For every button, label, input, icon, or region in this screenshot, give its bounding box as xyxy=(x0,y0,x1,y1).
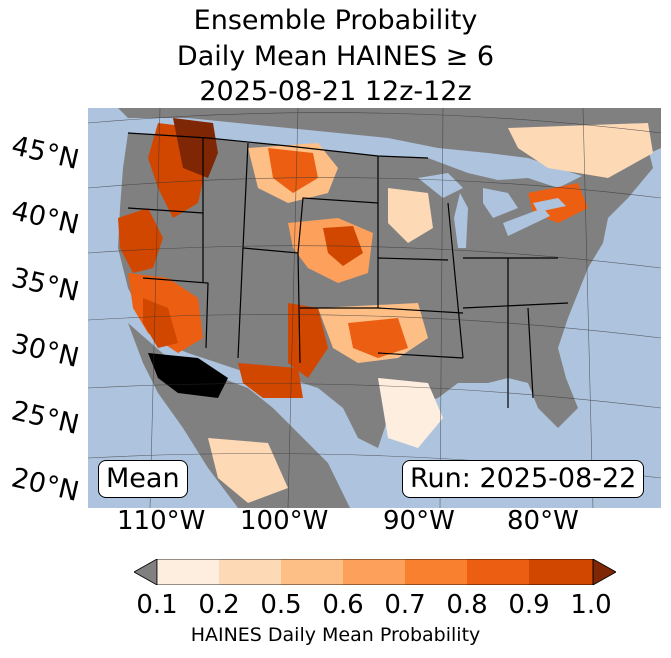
colorbar-bin-2 xyxy=(281,559,343,585)
lat-label-45: 45°N xyxy=(8,130,82,176)
probability-patches xyxy=(118,118,653,503)
colorbar-tick-0.2: 0.2 xyxy=(198,590,240,620)
state-borders xyxy=(127,132,569,408)
canada-land xyxy=(118,108,661,178)
lon-label-100w: 100°W xyxy=(240,506,329,536)
title-line-1: Ensemble Probability xyxy=(193,5,478,36)
colorbar-tick-0.5: 0.5 xyxy=(260,590,302,620)
title-line-2: Daily Mean HAINES ≥ 6 xyxy=(176,41,495,72)
lon-label-80w: 80°W xyxy=(507,506,579,536)
colorbar-tick-0.1: 0.1 xyxy=(136,590,178,620)
lon-label-90w: 90°W xyxy=(383,506,455,536)
colorbar-over-arrow xyxy=(592,559,616,585)
colorbar-bin-3 xyxy=(343,559,405,585)
lat-label-20: 20°N xyxy=(8,462,82,508)
lon-label-110w: 110°W xyxy=(117,506,206,536)
lat-label-40: 40°N xyxy=(8,195,82,241)
lat-label-30: 30°N xyxy=(8,328,82,374)
colorbar-tick-0.6: 0.6 xyxy=(322,590,364,620)
lat-label-25: 25°N xyxy=(8,395,82,441)
colorbar-tick-0.8: 0.8 xyxy=(446,590,488,620)
colorbar-bin-1 xyxy=(219,559,281,585)
colorbar-tick-0.9: 0.9 xyxy=(508,590,550,620)
colorbar-under-arrow xyxy=(134,559,158,585)
colorbar xyxy=(134,559,616,585)
colorbar-label: HAINES Daily Mean Probability xyxy=(190,624,481,646)
great-lakes xyxy=(418,173,566,248)
colorbar-tick-0.7: 0.7 xyxy=(384,590,426,620)
colorbar-tick-1.0: 1.0 xyxy=(570,590,612,620)
colorbar-bin-5 xyxy=(467,559,529,585)
mean-label-box: Mean xyxy=(98,460,188,498)
title-line-3: 2025-08-21 12z-12z xyxy=(199,76,472,107)
colorbar-bin-0 xyxy=(157,559,219,585)
run-date-box: Run: 2025-08-22 xyxy=(402,460,645,498)
lat-label-35: 35°N xyxy=(8,262,82,308)
colorbar-frame xyxy=(156,559,594,585)
colorbar-bin-4 xyxy=(405,559,467,585)
colorbar-bin-6 xyxy=(529,559,593,585)
probability-map xyxy=(88,108,661,508)
